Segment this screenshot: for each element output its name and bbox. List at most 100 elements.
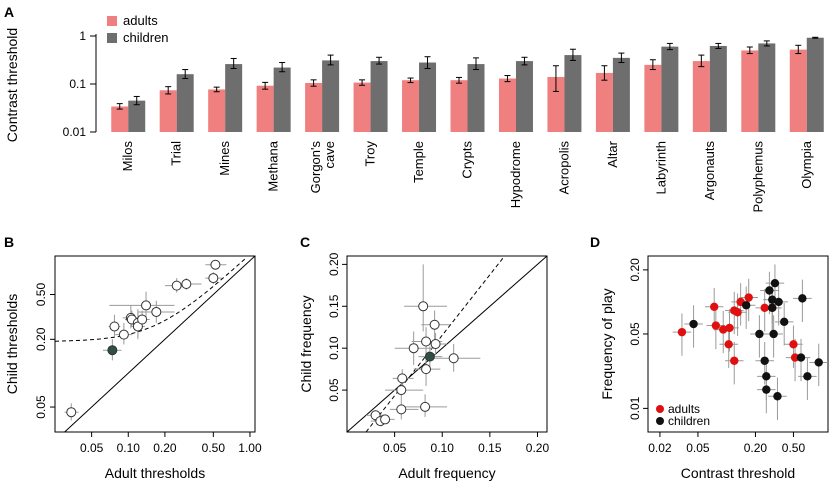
panel-d-adults-point-1: [710, 302, 719, 311]
bar-children-11: [661, 46, 679, 132]
legend-d-adults-marker: [656, 405, 664, 413]
category-label-7: Crypts: [460, 141, 475, 179]
panel-b-point-11: [171, 280, 182, 291]
panel-c-y-tick-label: 0.20: [327, 252, 341, 276]
category-label-line: Milos: [120, 141, 135, 172]
panel-d-children-point-9: [779, 317, 789, 327]
panel-c-point-14: [448, 353, 459, 364]
category-label-line: Altar: [605, 140, 620, 167]
panel-b-x-tick-label: 0.05: [80, 441, 104, 455]
bar-adults-6: [402, 80, 420, 132]
panel-a-legend: adults children: [107, 13, 169, 45]
category-label-line: Trial: [169, 141, 184, 166]
bar-adults-7: [450, 80, 468, 132]
panel-d-children-point-14: [814, 358, 823, 367]
category-label-line: Temple: [411, 141, 426, 183]
panel-c-y-label: Child frequency: [298, 295, 314, 392]
bar-adults-4: [305, 82, 323, 132]
panel-d-children-point-1: [741, 301, 751, 310]
category-label-4: Gorgon'scave: [308, 141, 337, 194]
category-label-0: Milos: [120, 141, 135, 172]
legend-children-swatch: [107, 33, 117, 43]
bar-children-4: [322, 60, 340, 132]
panel-b-frame: [54, 255, 256, 433]
category-label-9: Acropolis: [556, 141, 571, 195]
bar-children-0: [128, 100, 146, 132]
category-label-13: Polyphemus: [750, 141, 765, 213]
panel-d-adults-point-0: [677, 327, 687, 337]
panel-d-y-tick-label: 0.20: [628, 258, 642, 282]
panel-c-point-3: [396, 404, 407, 415]
category-label-line: Polyphemus: [750, 141, 765, 213]
panel-b-point-0: [66, 407, 77, 418]
category-label-line: Argonauts: [702, 141, 717, 201]
bar-adults-1: [159, 90, 177, 132]
panel-b-point-2: [109, 321, 120, 332]
panel-d-y-tick-label: 0.01: [628, 396, 642, 420]
panel-b-point-14: [210, 259, 221, 270]
panel-d-adults-point-5: [725, 323, 734, 333]
panel-c-x-tick-label: 0.20: [526, 441, 550, 455]
bar-adults-14: [789, 49, 807, 132]
panel-c-point-12: [429, 319, 440, 330]
category-label-10: Altar: [605, 140, 620, 167]
panel-label-d: D: [590, 234, 600, 250]
category-label-line: Hypodrome: [508, 141, 523, 208]
panel-b-point-12: [181, 279, 192, 290]
category-label-line: Olympia: [799, 140, 814, 188]
panel-d-adults-point-10: [744, 293, 753, 302]
bar-adults-11: [644, 64, 662, 132]
panel-b-x-tick-label: 1.00: [238, 441, 262, 455]
panel-label-a: A: [4, 4, 14, 20]
panel-d-children-point-7: [762, 372, 771, 381]
category-label-line: Gorgon's: [308, 141, 323, 194]
panel-d-children-point-16: [773, 392, 782, 401]
panel-d-children-point-15: [770, 278, 780, 288]
bar-children-5: [370, 61, 388, 132]
bar-children-8: [515, 61, 533, 132]
legend-children-label: children: [123, 30, 169, 45]
legend-adults-label: adults: [123, 13, 158, 28]
panel-d-scatter: Contrast threshold Frequency of play 0.0…: [599, 255, 829, 481]
panel-a-y-tick-label: 0.1: [69, 77, 86, 91]
panel-c-point-6: [408, 343, 419, 354]
panel-d-x-tick-label: 0.20: [744, 441, 768, 455]
category-label-5: Troy: [363, 141, 378, 167]
panel-c-point-13: [430, 339, 441, 349]
bar-children-7: [467, 64, 485, 132]
category-label-line: cave: [322, 141, 337, 168]
legend-d-children-label: children: [668, 414, 710, 428]
panel-c-point-5: [397, 373, 408, 384]
bar-adults-3: [256, 85, 274, 132]
panel-b-fit-curve: [54, 258, 246, 342]
panel-d-children-point-4: [769, 329, 778, 339]
panel-b-point-13: [208, 273, 219, 284]
bar-children-12: [709, 45, 727, 132]
panel-d-x-tick-label: 0.02: [648, 441, 672, 455]
panel-d-children-point-0: [689, 319, 698, 329]
panel-c-point-8: [420, 401, 431, 412]
category-label-6: Temple: [411, 141, 426, 183]
panel-c-point-7: [418, 301, 429, 312]
legend-adults-swatch: [107, 16, 117, 26]
category-label-3: Methana: [266, 140, 281, 191]
panel-b-point-8: [137, 314, 148, 325]
panel-b-x-label: Adult thresholds: [105, 465, 205, 481]
panel-b-x-tick-label: 0.10: [117, 441, 141, 455]
panel-c-x-tick-label: 0.10: [431, 441, 455, 455]
panel-c-y-tick-label: 0.05: [327, 378, 341, 402]
panel-a-bar-chart: Contrast threshold 0.01 0.1 1 Milos Trial Mi…: [4, 13, 824, 213]
panel-c-point-11: [424, 351, 435, 362]
bar-adults-9: [547, 76, 565, 132]
bar-children-9: [564, 55, 582, 132]
panel-b-point-3: [118, 329, 129, 340]
panel-c-point-9: [421, 364, 432, 375]
panel-a-y-tick-label: 1: [79, 29, 86, 43]
category-label-line: Crypts: [460, 141, 475, 179]
panel-d-children-point-3: [755, 329, 764, 339]
panel-c-x-tick-label: 0.05: [383, 441, 407, 455]
bar-adults-13: [741, 50, 759, 133]
panel-label-c: C: [300, 234, 310, 250]
panel-d-children-point-2: [762, 385, 771, 394]
panel-b-x-tick-label: 0.20: [153, 441, 177, 455]
